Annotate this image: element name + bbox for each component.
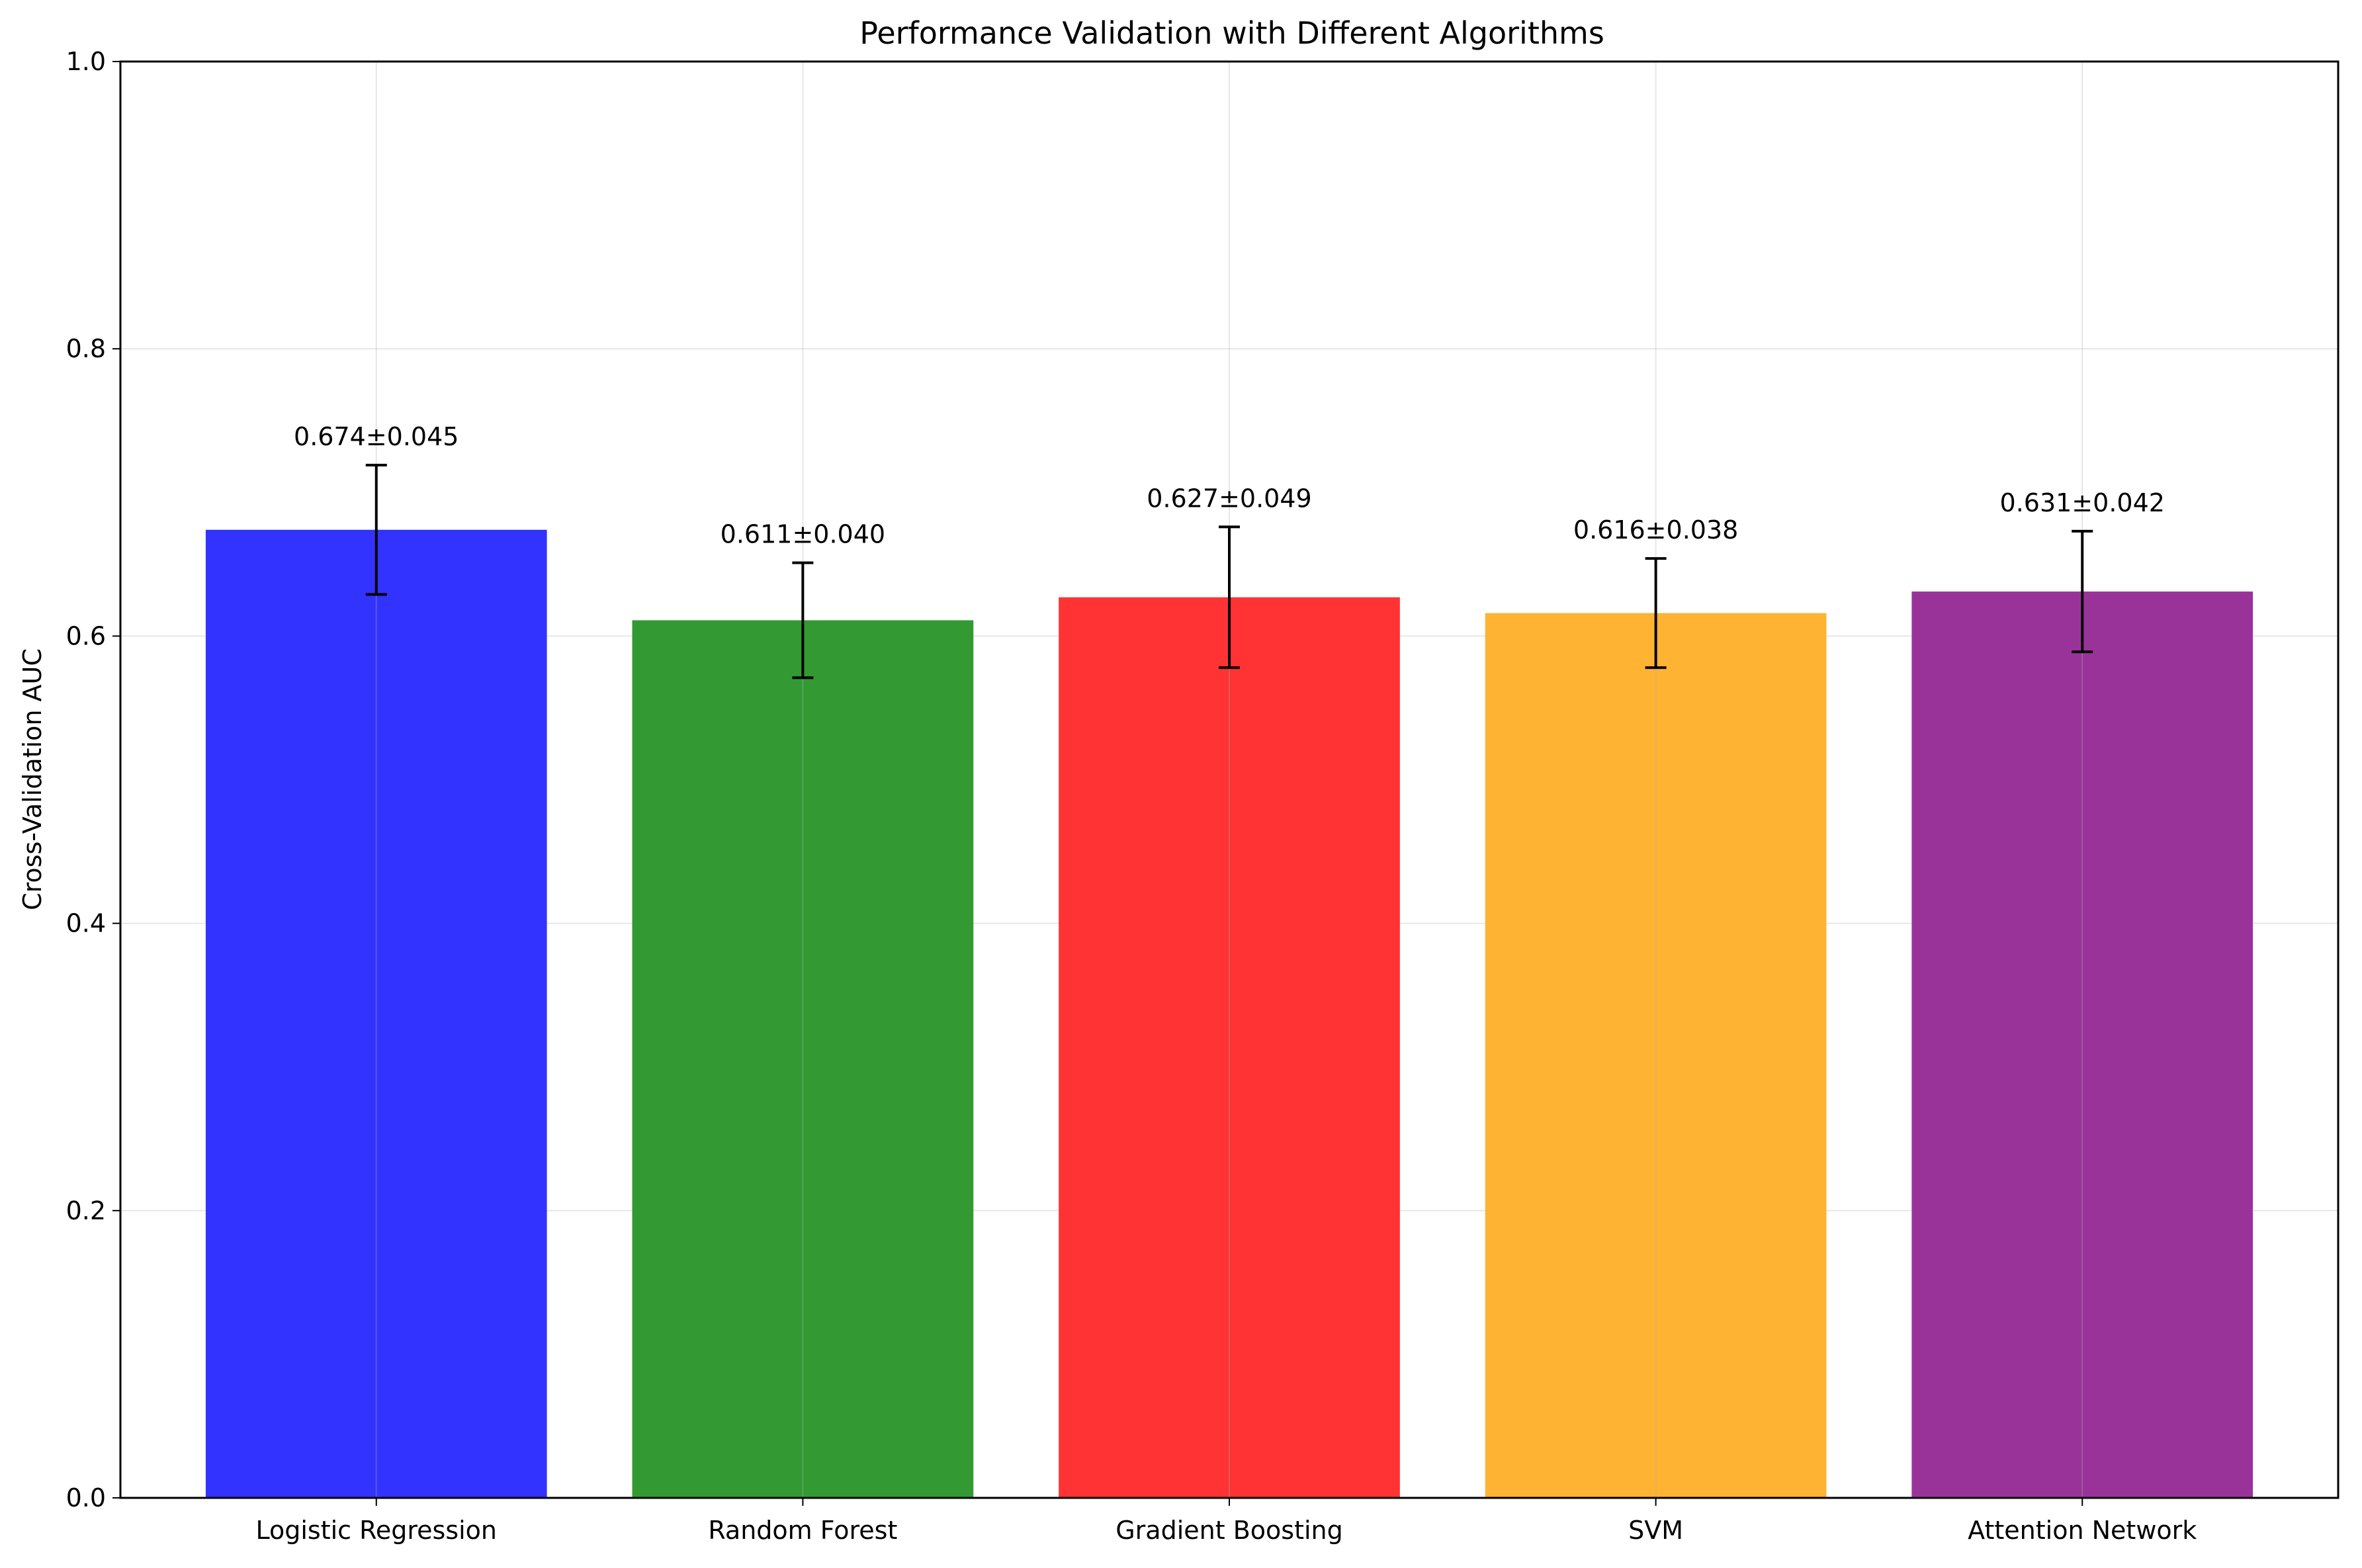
data-label: 0.627±0.049 — [1147, 484, 1311, 513]
x-tick-label: Logistic Regression — [256, 1516, 498, 1545]
vertical-grid-lines — [375, 62, 2083, 1498]
x-tick-label: Random Forest — [708, 1516, 897, 1545]
x-tick-label: Attention Network — [1968, 1516, 2197, 1545]
y-axis-label: Cross-Validation AUC — [18, 648, 47, 910]
bar — [1911, 591, 2253, 1498]
error-bars — [365, 464, 2093, 679]
x-tick-label: SVM — [1628, 1516, 1683, 1545]
y-tick-label: 0.0 — [66, 1483, 106, 1512]
x-tick-label: Gradient Boosting — [1115, 1516, 1343, 1545]
data-labels: 0.674±0.045 0.611±0.040 0.627±0.049 0.616±0… — [294, 422, 2165, 549]
data-label: 0.611±0.040 — [721, 520, 885, 549]
y-tick-label: 0.8 — [66, 334, 106, 363]
bar — [632, 620, 974, 1498]
chart-title: Performance Validation with Different Al… — [859, 15, 1604, 51]
plot-frame — [119, 60, 2340, 1499]
data-label: 0.616±0.038 — [1573, 515, 1738, 544]
y-tick-label: 0.6 — [66, 621, 106, 650]
y-tick-label: 0.4 — [66, 909, 106, 938]
bars — [205, 529, 2253, 1499]
y-tick-label: 1.0 — [66, 47, 106, 76]
tick-labels: 0.0 0.2 0.4 0.6 0.8 1.0 Logistic Regression Ran… — [66, 47, 2197, 1545]
data-label: 0.631±0.042 — [2000, 488, 2165, 517]
axes — [112, 60, 2340, 1506]
data-label: 0.674±0.045 — [294, 422, 459, 451]
bar — [1485, 613, 1827, 1498]
y-tick-label: 0.2 — [66, 1196, 106, 1225]
bar — [205, 529, 547, 1498]
bar — [1059, 597, 1400, 1499]
